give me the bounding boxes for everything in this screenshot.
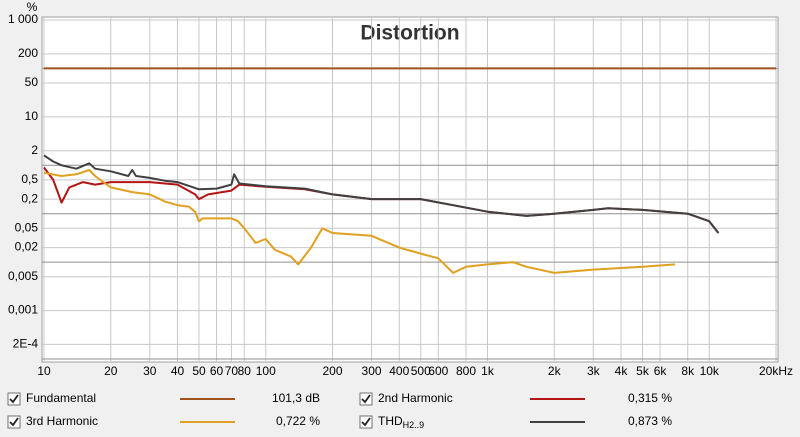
series-line: [43, 169, 675, 274]
x-tick-label: 600: [428, 364, 448, 378]
legend-reading: 0,722 %: [276, 414, 320, 428]
legend-name: Fundamental: [26, 391, 96, 405]
y-tick-label: 50: [25, 75, 39, 89]
y-tick-label: 0,005: [8, 269, 38, 283]
x-tick-label: 500: [411, 364, 431, 378]
legend-name: 3rd Harmonic: [26, 414, 98, 428]
y-tick-label: 0,05: [15, 220, 39, 234]
x-tick-label: 400: [389, 364, 409, 378]
x-tick-label: 3k: [587, 364, 601, 378]
legend-label: 2nd Harmonic: [378, 391, 453, 405]
x-tick-label: 20: [104, 364, 118, 378]
x-tick-label: 2k: [548, 364, 562, 378]
legend-checkbox[interactable]: [359, 392, 373, 406]
legend-reading: 101,3 dB: [272, 391, 320, 405]
y-tick-label: 200: [18, 46, 38, 60]
y-unit: %: [27, 0, 38, 14]
x-tick-label: 60: [210, 364, 224, 378]
legend-checkbox[interactable]: [359, 415, 373, 429]
y-tick-label: 0,2: [21, 191, 38, 205]
legend-label: THDH2..9: [378, 414, 424, 430]
legend-label: 3rd Harmonic: [26, 414, 98, 428]
legend-checkbox[interactable]: [7, 392, 21, 406]
legend-checkbox[interactable]: [7, 415, 21, 429]
legend-item[interactable]: THDH2..9 0,873 %: [359, 414, 672, 430]
y-tick-label: 2: [31, 143, 38, 157]
chart-title: Distortion: [360, 22, 459, 45]
y-tick-label: 0,02: [15, 240, 39, 254]
x-tick-label: 1k: [481, 364, 495, 378]
x-tick-label: 6k: [654, 364, 668, 378]
x-tick-label: 70: [225, 364, 239, 378]
y-tick-label: 2E-4: [13, 337, 39, 351]
y-tick-label: 0,001: [8, 303, 38, 317]
legend-label: Fundamental: [26, 391, 96, 405]
x-tick-label: 40: [171, 364, 185, 378]
plot-area: [41, 16, 779, 363]
legend-name: 2nd Harmonic: [378, 391, 453, 405]
x-tick-label: 20kHz: [759, 364, 793, 378]
x-tick-label: 50: [192, 364, 206, 378]
x-tick-label: 5k: [636, 364, 650, 378]
y-tick-label: 10: [25, 109, 39, 123]
check-mark: [361, 394, 371, 404]
legend-item[interactable]: 2nd Harmonic 0,315 %: [359, 391, 672, 406]
check-mark: [9, 417, 19, 427]
legend-name-sub: H2..9: [403, 420, 425, 430]
x-tick-label: 4k: [615, 364, 629, 378]
x-tick-label: 100: [256, 364, 276, 378]
series-line: [43, 154, 720, 234]
check-mark: [361, 417, 371, 427]
x-tick-label: 30: [143, 364, 157, 378]
x-tick-label: 8k: [681, 364, 695, 378]
check-mark: [9, 394, 19, 404]
x-tick-label: 80: [238, 364, 252, 378]
x-tick-label: 800: [456, 364, 476, 378]
legend-item[interactable]: 3rd Harmonic 0,722 %: [7, 414, 320, 429]
legend-name: THD: [378, 414, 403, 428]
x-tick-label: 10: [37, 364, 51, 378]
legend-item[interactable]: Fundamental 101,3 dB: [7, 391, 320, 406]
x-tick-label: 10k: [700, 364, 720, 378]
legend-reading: 0,315 %: [628, 391, 672, 405]
y-tick-label: 1 000: [8, 12, 38, 26]
y-tick-label: 0,5: [21, 172, 38, 186]
x-tick-label: 300: [362, 364, 382, 378]
x-tick-label: 200: [322, 364, 342, 378]
legend-reading: 0,873 %: [628, 414, 672, 428]
